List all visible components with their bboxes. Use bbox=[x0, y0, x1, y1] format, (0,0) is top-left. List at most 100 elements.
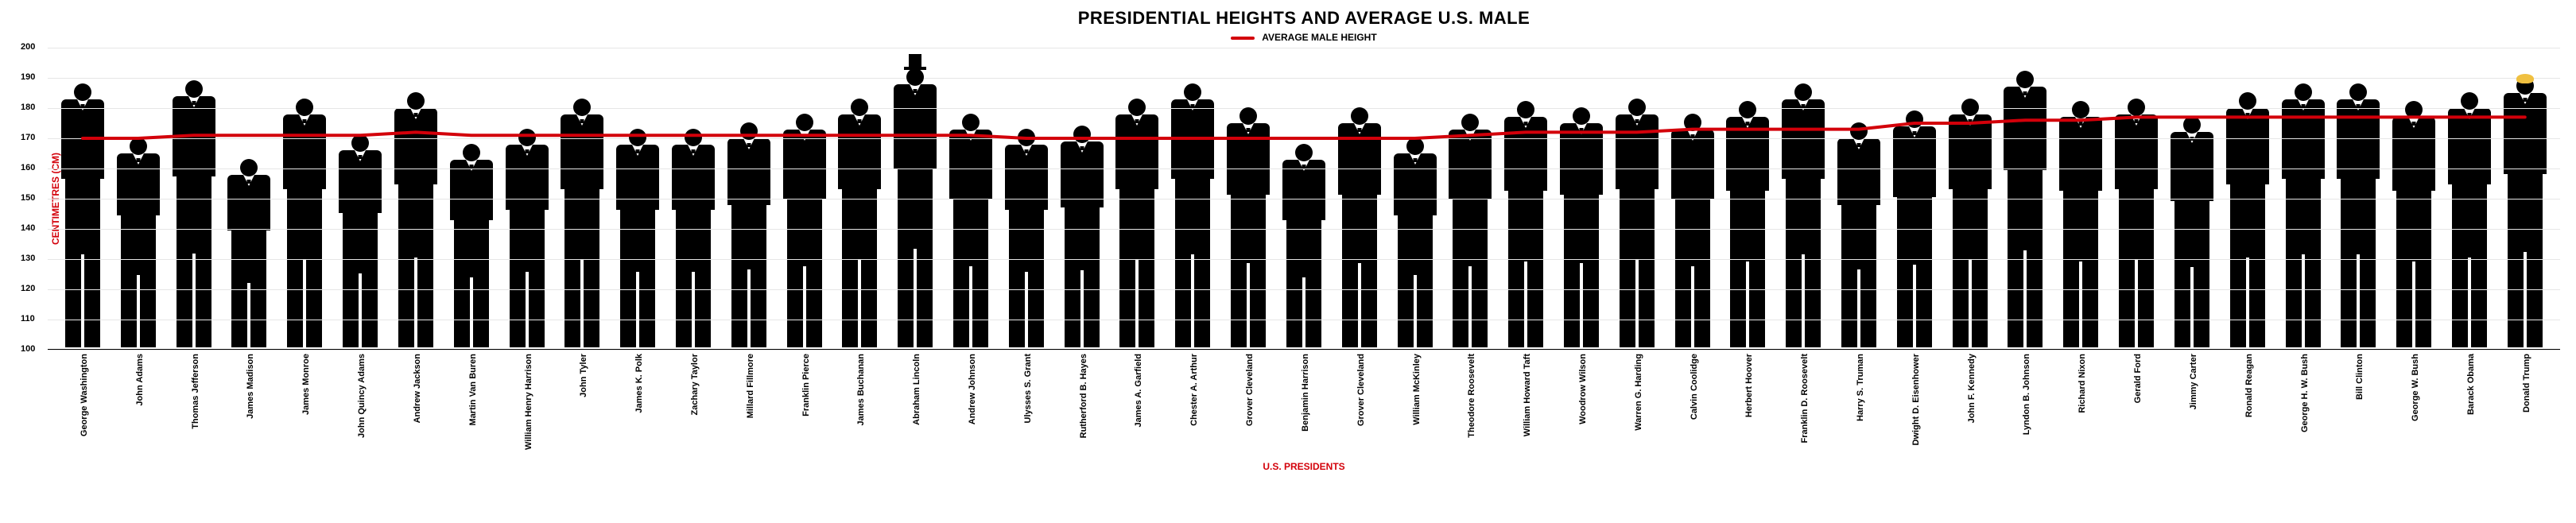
president-figure: George Washington bbox=[56, 83, 110, 349]
legs-icon bbox=[1730, 191, 1765, 347]
legs-icon bbox=[454, 220, 489, 347]
x-axis-label: U.S. PRESIDENTS bbox=[48, 461, 2560, 472]
tie-icon bbox=[1191, 104, 1195, 108]
president-name: Gerald Ford bbox=[2130, 349, 2143, 403]
legs-icon bbox=[121, 215, 156, 347]
silhouette-icon bbox=[725, 122, 773, 349]
chart-container: PRESIDENTIAL HEIGHTS AND AVERAGE U.S. MA… bbox=[0, 0, 2576, 523]
president-name: Abraham Lincoln bbox=[909, 349, 921, 425]
grid-line bbox=[48, 199, 2560, 200]
head-icon bbox=[1240, 107, 1257, 125]
president-name: George W. Bush bbox=[2407, 349, 2420, 421]
silhouette-icon bbox=[1003, 129, 1050, 349]
legs-icon bbox=[842, 189, 877, 347]
president-name: Donald Trump bbox=[2519, 349, 2531, 413]
legs-icon bbox=[620, 210, 655, 347]
chart-title: PRESIDENTIAL HEIGHTS AND AVERAGE U.S. MA… bbox=[48, 8, 2560, 29]
silhouette-icon bbox=[2112, 99, 2160, 349]
president-figure: Donald Trump bbox=[2498, 77, 2552, 349]
torso-icon bbox=[2448, 108, 2491, 184]
president-name: Lyndon B. Johnson bbox=[2019, 349, 2031, 435]
torso-icon bbox=[506, 145, 549, 210]
grid-line bbox=[48, 138, 2560, 139]
torso-icon bbox=[2115, 114, 2158, 189]
tie-icon bbox=[2245, 113, 2249, 117]
legs-icon bbox=[1342, 195, 1377, 347]
torso-icon bbox=[727, 138, 770, 205]
silhouette-icon bbox=[336, 134, 384, 349]
head-icon bbox=[2239, 92, 2256, 110]
president-name: Barack Obama bbox=[2463, 349, 2476, 415]
silhouette-icon bbox=[2279, 83, 2327, 349]
legs-icon bbox=[1675, 200, 1710, 347]
president-figure: James Madison bbox=[222, 159, 276, 349]
president-figure: Barack Obama bbox=[2442, 92, 2496, 349]
silhouette-icon bbox=[170, 80, 218, 349]
head-icon bbox=[1351, 107, 1368, 125]
president-figure: Andrew Jackson bbox=[389, 92, 443, 349]
tie-icon bbox=[469, 165, 473, 169]
tie-icon bbox=[858, 119, 862, 123]
legend-line-icon bbox=[1231, 37, 1255, 40]
president-name: Ulysses S. Grant bbox=[1020, 349, 1033, 423]
tie-icon bbox=[192, 101, 196, 105]
head-icon bbox=[796, 114, 813, 131]
silhouette-icon bbox=[614, 129, 661, 349]
head-icon bbox=[851, 99, 868, 116]
legs-icon bbox=[1009, 210, 1044, 347]
tie-icon bbox=[1135, 119, 1139, 123]
torso-icon bbox=[1726, 117, 1769, 191]
silhouette-icon bbox=[2446, 92, 2493, 349]
president-name: James K. Polk bbox=[631, 349, 644, 413]
torso-icon bbox=[227, 175, 270, 231]
tie-icon bbox=[969, 134, 973, 138]
head-icon bbox=[1128, 99, 1146, 116]
silhouette-icon bbox=[59, 83, 107, 349]
tie-icon bbox=[1524, 122, 1528, 126]
head-icon bbox=[1461, 114, 1479, 131]
president-name: Grover Cleveland bbox=[1242, 349, 1255, 426]
silhouette-icon bbox=[281, 99, 328, 349]
torso-icon bbox=[1338, 123, 1381, 195]
head-icon bbox=[1406, 138, 1424, 155]
torso-icon bbox=[1061, 141, 1104, 207]
legs-icon bbox=[2452, 184, 2487, 347]
head-icon bbox=[629, 129, 646, 146]
president-figure: Grover Cleveland bbox=[1221, 107, 1275, 349]
tie-icon bbox=[2467, 113, 2471, 117]
president-figure: Franklin D. Roosevelt bbox=[1776, 83, 1830, 349]
president-figure: James Buchanan bbox=[832, 99, 886, 349]
tie-icon bbox=[691, 149, 695, 153]
president-figure: John Quincy Adams bbox=[333, 134, 387, 349]
president-name: William Howard Taft bbox=[1519, 349, 1532, 436]
head-icon bbox=[1684, 114, 1701, 131]
head-icon bbox=[1018, 129, 1035, 146]
torso-icon bbox=[2392, 117, 2435, 191]
tie-icon bbox=[2357, 104, 2361, 108]
head-icon bbox=[2128, 99, 2145, 116]
torso-icon bbox=[283, 114, 326, 189]
legend: AVERAGE MALE HEIGHT bbox=[48, 32, 2560, 43]
tie-icon bbox=[2412, 122, 2416, 126]
silhouette-icon bbox=[2501, 77, 2549, 349]
y-tick-label: 170 bbox=[21, 133, 35, 142]
legs-icon bbox=[2174, 201, 2209, 347]
grid-line bbox=[48, 229, 2560, 230]
silhouette-icon bbox=[1779, 83, 1827, 349]
tie-icon bbox=[1968, 119, 1972, 123]
legs-icon bbox=[1786, 179, 1821, 347]
legs-icon bbox=[1841, 205, 1876, 347]
tie-icon bbox=[359, 155, 363, 159]
president-figure: Warren G. Harding bbox=[1610, 99, 1664, 349]
head-icon bbox=[1573, 107, 1590, 125]
silhouette-icon bbox=[503, 129, 551, 349]
tie-icon bbox=[2301, 104, 2305, 108]
torso-icon bbox=[1394, 153, 1437, 215]
legs-icon bbox=[65, 179, 100, 347]
head-icon bbox=[1073, 126, 1091, 143]
head-icon bbox=[1295, 144, 1313, 161]
torso-icon bbox=[1893, 126, 1936, 197]
legs-icon bbox=[1453, 200, 1488, 347]
tie-icon bbox=[2023, 91, 2027, 95]
tie-icon bbox=[1857, 143, 1861, 147]
